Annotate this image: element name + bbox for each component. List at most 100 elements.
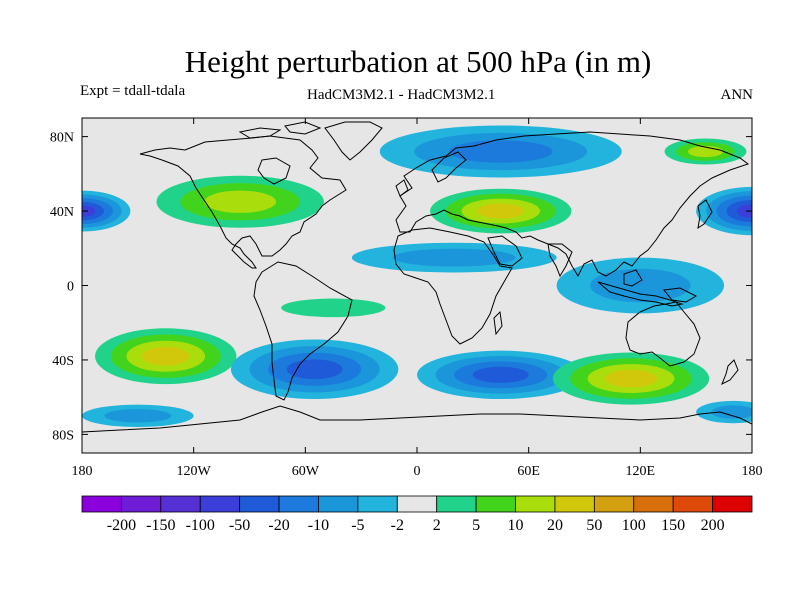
colorbar-label: -50 [229, 517, 250, 534]
coastline-arctic-islands [238, 121, 322, 139]
anomaly-south-america-low [230, 339, 399, 400]
colorbar-label: 10 [508, 517, 524, 534]
coastline-greenland [324, 121, 383, 161]
contour-band [711, 405, 752, 419]
colorbar-label: -20 [268, 517, 289, 534]
anomaly-subtropic-low-atlantic [351, 242, 557, 273]
colorbar-swatch [593, 495, 635, 513]
anomaly-eurasia-high [430, 188, 572, 234]
colorbar-swatch [81, 495, 122, 513]
anomaly-south-pacific-low [696, 400, 752, 424]
contour-band [286, 359, 343, 380]
anomaly-field [82, 125, 752, 427]
coastline-japan [697, 199, 713, 230]
colorbar-swatch [515, 495, 556, 513]
colorbar-swatch [278, 495, 319, 513]
colorbar-label: 5 [472, 517, 480, 534]
lon-tick-label: 120W [177, 464, 212, 479]
contour-band [604, 369, 658, 388]
anomaly-north-america-high [156, 175, 324, 228]
chart-title: Height perturbation at 500 hPa (in m) [184, 44, 652, 79]
lon-tick-label: 120E [626, 464, 656, 479]
contour-band [448, 140, 553, 163]
colorbar-label: -5 [351, 517, 364, 534]
colorbar-label: -10 [308, 517, 329, 534]
contour-band [736, 204, 752, 218]
colorbar-swatch [357, 495, 398, 513]
anomaly-arctic-low [379, 125, 622, 178]
colorbar-label: 2 [433, 517, 441, 534]
contour-band [204, 190, 277, 213]
colorbar-label: -150 [146, 517, 175, 534]
colorbar-swatch [436, 495, 477, 513]
lat-tick-label: 40S [52, 354, 74, 369]
colorbar-label: 200 [701, 517, 725, 534]
colorbar-swatch [475, 495, 516, 513]
colorbar-label: 100 [622, 517, 646, 534]
colorbar: -200 -150 -100 -50 -20 -10 -5 -2 2 5 10 20 50 100 150 2… [81, 495, 753, 534]
coastline-borneo [623, 269, 643, 287]
coastline-british-isles [395, 179, 409, 197]
colorbar-swatch [672, 495, 713, 513]
lat-tick-label: 80N [50, 131, 74, 146]
coastline-india [547, 243, 573, 278]
coastline-scandinavia [431, 151, 467, 183]
coastline-africa [393, 227, 513, 345]
colorbar-label: 150 [661, 517, 685, 534]
anomaly-pacific-tropical-low [556, 257, 725, 314]
colorbar-swatch [633, 495, 674, 513]
colorbar-swatch [396, 495, 438, 513]
anomaly-south-pacific-high [95, 328, 237, 385]
experiment-label: Expt = tdall-tdala [80, 83, 186, 99]
colorbar-swatch [554, 495, 595, 513]
coastline-eurasia [395, 131, 750, 278]
coastlines [82, 121, 752, 433]
coastline-antarctica [82, 405, 752, 433]
anomaly-south-atlantic-tropical-high [281, 298, 386, 318]
lon-tick-label: 60E [517, 464, 540, 479]
contour-band [590, 268, 691, 303]
colorbar-label: -100 [186, 517, 215, 534]
lat-tick-label: 0 [67, 280, 74, 295]
coastline-south-america [253, 261, 353, 401]
colorbar-label: 50 [586, 517, 602, 534]
contour-band [104, 409, 172, 423]
lat-tick-label: 80S [52, 428, 74, 443]
colorbar-label: -200 [107, 517, 136, 534]
colorbar-swatch [199, 495, 241, 513]
contour-band [142, 346, 190, 366]
colorbar-swatch [239, 495, 280, 513]
coastline-madagascar [493, 310, 503, 336]
coastline-arabia [487, 235, 523, 267]
season-label: ANN [720, 87, 754, 103]
colorbar-swatch [121, 495, 162, 513]
model-label: HadCM3M2.1 - HadCM3M2.1 [307, 87, 496, 103]
colorbar-label: -2 [391, 517, 404, 534]
coastline-new-guinea [663, 287, 698, 303]
coastline-new-zealand [721, 359, 739, 386]
contour-band [392, 248, 516, 267]
lon-tick-label: 60W [292, 464, 320, 479]
anomaly-north-pacific-west-low [82, 190, 131, 232]
anomaly-north-pacific-east-low [696, 186, 752, 236]
lon-tick-label: 180 [742, 464, 763, 479]
coastline-hudson-bay [257, 157, 291, 185]
contour-band [82, 205, 96, 217]
colorbar-swatch [318, 495, 359, 513]
anomaly-south-indian-low [417, 350, 585, 400]
contour-band [477, 203, 525, 219]
anomaly-siberia-high [664, 138, 747, 165]
anomaly-southern-ocean-low [82, 404, 194, 427]
coastline-indonesia [597, 281, 684, 307]
coastline-north-america [139, 135, 347, 269]
colorbar-label: 20 [547, 517, 563, 534]
colorbar-swatch [712, 495, 753, 513]
lat-tick-label: 40N [50, 205, 74, 220]
coastline-australia [625, 301, 701, 367]
contour-band [472, 366, 529, 383]
contour-band [281, 298, 386, 318]
lon-tick-label: 0 [414, 464, 421, 479]
colorbar-swatch [160, 495, 201, 513]
map-axes: 80N 40N 0 40S 80S 180 120W 60W 0 60E 120E 180 [50, 118, 763, 479]
